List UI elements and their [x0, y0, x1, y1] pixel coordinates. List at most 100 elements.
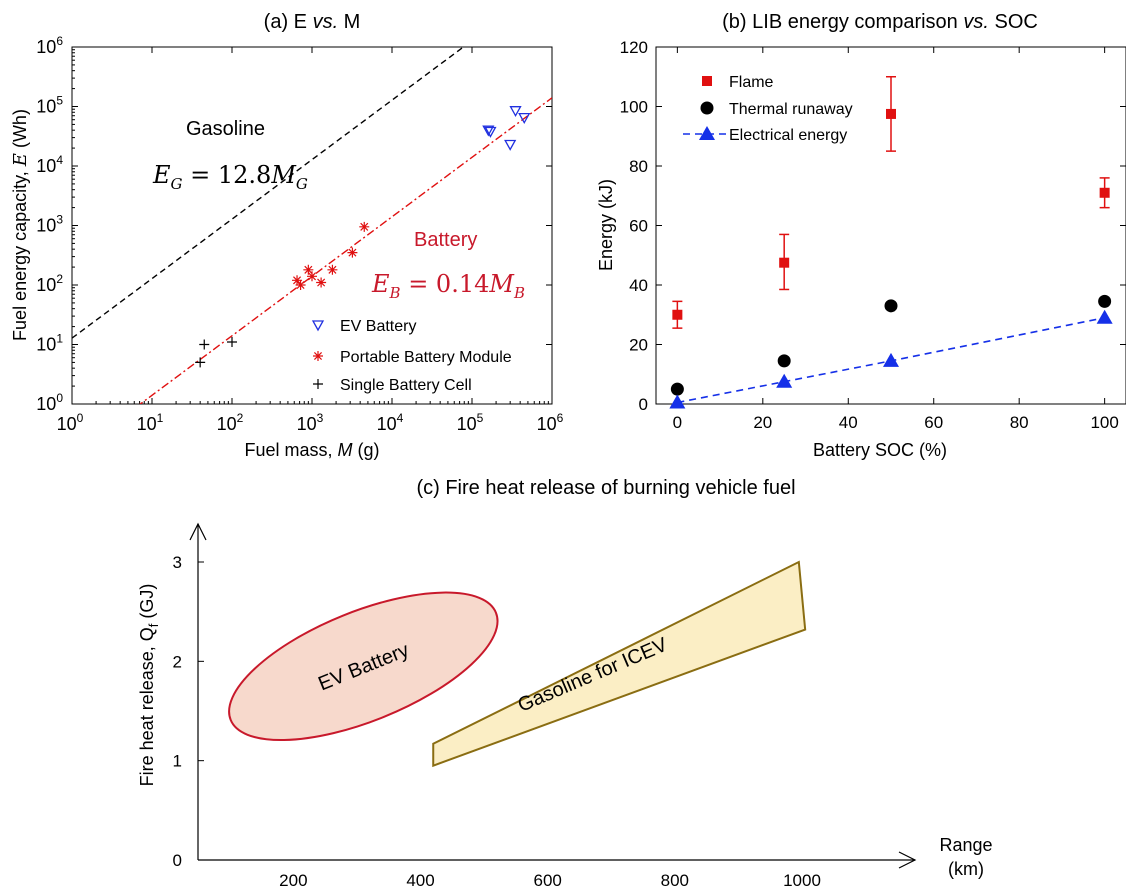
gasoline-label: Gasoline	[186, 118, 265, 140]
x-tick-label: 101	[137, 411, 164, 434]
point-single-battery-cell	[199, 339, 210, 350]
legend-label-portable-battery-module: Portable Battery Module	[340, 349, 512, 366]
y-tick-label: 40	[629, 276, 648, 295]
legend-label-ev-battery: EV Battery	[340, 318, 416, 335]
point-electrical-energy	[1096, 309, 1113, 324]
y-tick-label: 100	[620, 98, 648, 117]
point-portable-battery-module	[316, 277, 327, 288]
legend-marker-flame	[702, 76, 712, 86]
point-portable-battery-module	[359, 221, 370, 232]
region-ev-battery	[228, 591, 499, 742]
x-tick-label: 100	[57, 411, 84, 434]
y-tick-label: 101	[36, 332, 63, 355]
point-ev-battery	[518, 112, 531, 124]
x-tick-label: 103	[297, 411, 324, 434]
panel-b-xlabel: Battery SOC (%)	[813, 440, 947, 460]
panel-c-x-arrow	[898, 851, 917, 869]
y-tick-label: 2	[173, 652, 182, 671]
point-thermal-runaway	[884, 299, 898, 313]
panel-c-chart: (c) Fire heat release of burning vehicle…	[137, 477, 993, 890]
x-tick-label: 400	[406, 871, 434, 890]
point-thermal-runaway	[1098, 294, 1112, 308]
point-single-battery-cell	[227, 337, 237, 348]
point-ev-battery	[504, 139, 517, 151]
y-tick-label: 1	[173, 752, 182, 771]
x-tick-label: 20	[753, 413, 772, 432]
x-tick-label: 106	[537, 411, 564, 434]
y-tick-label: 102	[36, 272, 63, 295]
y-tick-label: 0	[639, 395, 648, 414]
y-tick-label: 103	[36, 213, 63, 236]
legend-marker-ev-battery	[311, 320, 325, 332]
panel-a-fit-lines	[72, 47, 552, 404]
x-tick-label: 800	[661, 871, 689, 890]
y-tick-label: 80	[629, 157, 648, 176]
panel-c-ticks: 200 400 600 800 1000 0 1 2 3	[173, 553, 821, 890]
x-tick-label: 600	[533, 871, 561, 890]
point-portable-battery-module	[307, 271, 317, 282]
x-tick-label: 1000	[783, 871, 821, 890]
panel-a-ylabel: Fuel energy capacity, E (Wh)	[10, 109, 31, 341]
legend-marker-portable-battery-module	[313, 351, 323, 361]
panel-c-xlabel-line2: (km)	[948, 859, 984, 879]
legend-label-electrical-energy: Electrical energy	[729, 127, 847, 144]
y-tick-label: 3	[173, 553, 182, 572]
point-ev-battery	[509, 106, 522, 118]
x-tick-label: 200	[279, 871, 307, 890]
panel-c-y-arrow	[189, 522, 207, 541]
point-portable-battery-module	[327, 264, 338, 275]
panel-a-xlabel: Fuel mass, M (g)	[244, 440, 379, 460]
panel-a-ticks: 100 101 102 103 104 105 106 100 101 102 103 104 105 1…	[36, 34, 563, 434]
panel-a-points	[195, 106, 531, 368]
y-tick-label: 120	[620, 38, 648, 57]
panel-b-chart: (b) LIB energy comparison vs. SOC 0 20 40 6…	[596, 11, 1126, 460]
point-electrical-energy	[669, 394, 686, 409]
point-portable-battery-module	[347, 247, 358, 258]
panel-a-title: (a) E vs. M	[264, 11, 361, 33]
point-ev-battery	[482, 125, 495, 137]
point-thermal-runaway	[670, 382, 684, 396]
y-tick-label: 105	[36, 94, 63, 117]
panel-c-title: (c) Fire heat release of burning vehicle…	[416, 477, 795, 499]
point-flame	[779, 257, 790, 268]
point-single-battery-cell	[195, 357, 206, 368]
panel-b-ylabel: Energy (kJ)	[596, 179, 616, 271]
legend-label-thermal-runaway: Thermal runaway	[729, 101, 853, 118]
y-tick-label: 20	[629, 336, 648, 355]
point-ev-battery	[484, 126, 497, 138]
legend-label-single-battery-cell: Single Battery Cell	[340, 377, 472, 394]
line-electrical-energy	[677, 316, 1105, 404]
point-thermal-runaway	[777, 354, 791, 368]
point-electrical-energy	[776, 373, 793, 388]
point-portable-battery-module	[295, 280, 306, 290]
y-tick-label: 0	[173, 851, 182, 870]
point-portable-battery-module	[303, 264, 314, 275]
panel-c-xlabel-line1: Range	[939, 835, 992, 855]
point-flame	[672, 309, 683, 320]
battery-equation: EB = 0.14MB	[371, 270, 525, 302]
y-tick-label: 60	[629, 217, 648, 236]
point-flame	[1099, 187, 1110, 198]
y-tick-label: 104	[36, 153, 63, 176]
x-tick-label: 104	[377, 411, 404, 434]
region-gasoline-for-icev	[432, 560, 807, 768]
x-tick-label: 80	[1010, 413, 1029, 432]
x-tick-label: 102	[217, 411, 244, 434]
legend-marker-electrical-energy	[699, 126, 715, 140]
panel-a-legend: EV Battery Portable Battery Module Single …	[311, 318, 512, 394]
x-tick-label: 100	[1090, 413, 1118, 432]
x-tick-label: 0	[673, 413, 682, 432]
gasoline-equation: EG = 12.8MG	[152, 161, 308, 193]
point-electrical-energy	[883, 352, 899, 367]
point-portable-battery-module	[292, 275, 303, 286]
legend-marker-thermal-runaway	[700, 101, 714, 115]
legend-label-flame: Flame	[729, 74, 774, 91]
x-tick-label: 105	[457, 411, 484, 434]
panel-b-legend: Flame Thermal runaway Electrical energy	[683, 74, 853, 144]
battery-label: Battery	[414, 229, 477, 251]
point-flame	[886, 108, 896, 119]
panel-b-series	[669, 76, 1113, 409]
x-tick-label: 40	[839, 413, 858, 432]
y-tick-label: 106	[36, 34, 63, 57]
